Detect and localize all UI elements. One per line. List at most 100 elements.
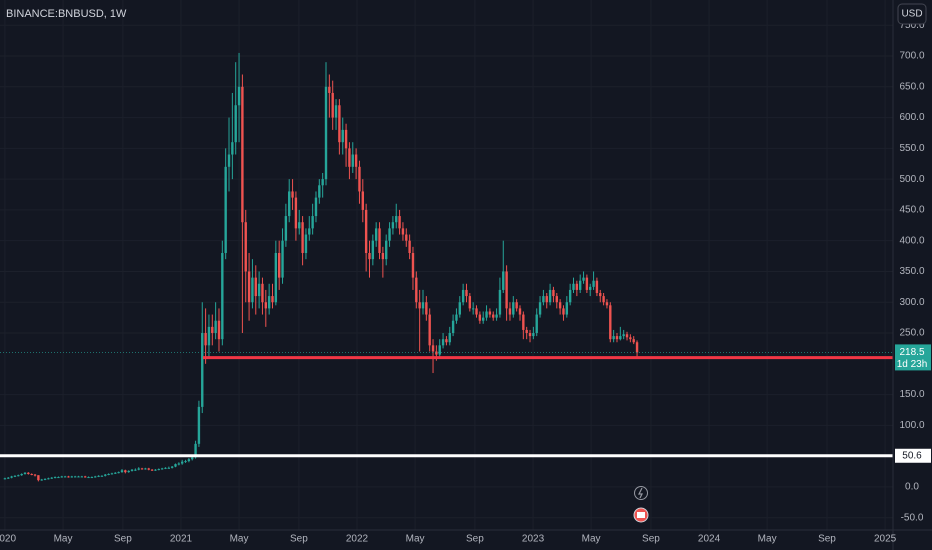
y-tick-label: 100.0: [899, 420, 924, 431]
candle-body: [3, 478, 7, 480]
candle-body: [237, 86, 241, 106]
hline-label-box: [895, 448, 931, 463]
candle-body: [381, 252, 385, 260]
candle-body: [67, 476, 70, 478]
candle-body: [70, 476, 74, 478]
candle-body: [117, 472, 120, 474]
candle-body: [224, 166, 227, 253]
candle-body: [120, 470, 124, 473]
candle-body: [137, 468, 140, 470]
plot: [0, 52, 893, 482]
y-tick-label: 750.0: [899, 20, 924, 31]
candle-body: [498, 289, 502, 315]
candle-body: [90, 477, 94, 479]
candle-body: [288, 191, 291, 217]
candle-body: [488, 311, 492, 315]
candle-body: [538, 302, 542, 315]
candle-body: [301, 222, 304, 253]
hline-label: 50.6: [902, 450, 922, 461]
candle-body: [13, 475, 17, 477]
candle-body: [425, 302, 428, 315]
candle-body: [448, 333, 451, 343]
x-tick-label: 2021: [170, 534, 193, 545]
candle-body: [492, 314, 495, 318]
candle-body: [612, 336, 615, 340]
candle-body: [321, 179, 324, 186]
candle-body: [227, 154, 231, 167]
candle-body: [592, 280, 595, 287]
y-tick-label: 650.0: [899, 81, 924, 92]
x-tick-label: May: [406, 534, 425, 545]
candle-body: [247, 271, 251, 303]
y-tick-label: 300.0: [899, 297, 924, 308]
candle-body: [57, 477, 60, 479]
candle-body: [388, 228, 391, 241]
candle-body: [194, 443, 197, 458]
x-tick-label: Sep: [466, 534, 484, 545]
candle-body: [518, 308, 522, 315]
last-price-box: [895, 344, 931, 371]
candle-body: [17, 475, 20, 477]
candle-body: [572, 283, 575, 290]
candle-body: [314, 197, 318, 217]
lightning: [638, 487, 643, 499]
candle-body: [605, 302, 609, 306]
candle-body: [582, 277, 585, 281]
y-tick-label: 450.0: [899, 205, 924, 216]
candle-body: [187, 459, 191, 462]
candle-body: [211, 326, 214, 334]
candle-body: [308, 228, 311, 235]
candle-body: [134, 469, 137, 471]
candle-body: [635, 342, 639, 353]
candle-body: [468, 296, 472, 309]
candle-body: [43, 478, 47, 480]
candle-body: [545, 296, 548, 303]
candle-body: [154, 469, 157, 471]
candle-body: [284, 216, 288, 241]
currency-label[interactable]: USD: [901, 9, 922, 20]
candle-body: [552, 289, 555, 297]
candle-body: [374, 228, 378, 241]
candle-body: [267, 296, 271, 309]
candle-body: [50, 477, 53, 479]
candle-body: [625, 334, 629, 338]
candle-body: [47, 478, 50, 480]
candle-body: [298, 222, 301, 229]
candle-body: [461, 289, 465, 303]
dividend-icon[interactable]: [634, 486, 648, 500]
candle-body: [130, 469, 134, 471]
candle-body: [341, 129, 344, 143]
candle-body: [204, 333, 207, 346]
candle-body: [23, 472, 27, 474]
candle-body: [97, 475, 100, 477]
candle-body: [421, 302, 425, 309]
candle-body: [234, 105, 237, 143]
candle-body: [505, 271, 508, 309]
candle-body: [157, 469, 160, 471]
candle-body: [451, 320, 455, 334]
candle-body: [274, 252, 278, 303]
x-tick-label: May: [54, 534, 73, 545]
candle-body: [485, 311, 488, 318]
x-tick-label: 2025: [874, 534, 897, 545]
candle-body: [431, 345, 435, 352]
candle-body: [338, 105, 341, 143]
candle-body: [401, 228, 405, 235]
candle-body: [251, 277, 254, 303]
candle-body: [512, 302, 515, 315]
y-tick-label: 550.0: [899, 143, 924, 154]
y-tick-label: 500.0: [899, 174, 924, 185]
candle-body: [94, 476, 97, 478]
candle-body: [408, 240, 411, 253]
candle-body: [458, 302, 461, 315]
currency-button[interactable]: [897, 3, 927, 25]
candle-body: [10, 476, 13, 478]
candle-body: [104, 474, 107, 476]
candle-body: [328, 86, 331, 93]
candle-body: [595, 280, 599, 294]
y-tick-label: 0.0: [905, 482, 919, 493]
candle-body: [445, 339, 448, 343]
candle-body: [391, 222, 395, 229]
candle-body: [264, 302, 268, 309]
candle-body: [144, 468, 147, 470]
